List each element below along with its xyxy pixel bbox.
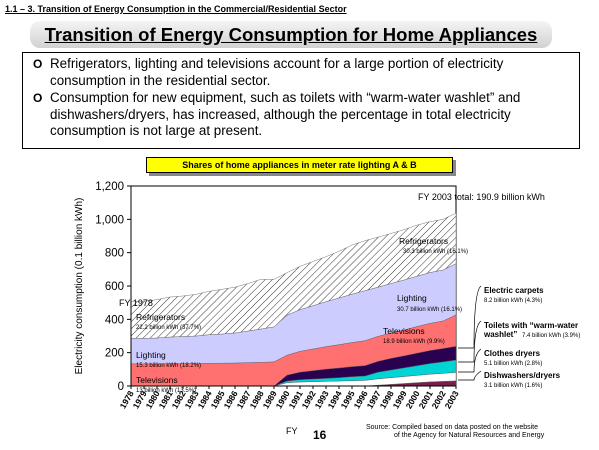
data-label: 30.7 billion kWh (16.1%) [397,307,462,313]
right-data-label: 5.1 billion kWh (2.8%) [484,361,542,367]
y-tick-label: 1,200 [95,181,124,193]
area-series-refrigerators [130,212,457,339]
total-annotation: FY 2003 total: 190.9 billion kWh [418,192,545,202]
y-tick-label: 1,000 [95,214,124,226]
right-series-label: washlet” [483,330,517,339]
bracket-line [458,370,482,381]
bracket-line [458,285,482,349]
data-label: 15.3 billion kWh (18.2%) [136,363,201,369]
data-label: 18.9 billion kWh (9.9%) [383,339,445,345]
right-series-label: Dishwashers/dryers [484,371,561,380]
series-label: Televisions [136,375,178,385]
right-series-label: Toilets with “warm-water [484,321,578,330]
section-label: 1.1 – 3. Transition of Energy Consumptio… [5,4,347,14]
bullet-text: Consumption for new equipment, such as t… [50,90,521,138]
y-tick-label: 200 [105,348,124,360]
x-tick-label: 2003 [443,389,461,411]
chart-title: Shares of home appliances in meter rate … [146,157,453,173]
start-annotation: FY 1978 [119,298,153,308]
x-axis-title: FY [286,426,298,436]
source-note: Source: Compiled based on data posted on… [366,424,544,440]
right-data-label: 7.4 billion kWh (3.9%) [522,333,580,339]
source-line: of the Agency for Natural Resources and … [394,432,545,439]
axes-group: 0 200 400 600 800 1,000 1,200 Electricity consu… [74,181,461,410]
bracket-line [458,320,482,363]
bullet-text: Refrigerators, lighting and televisions … [50,56,504,88]
bullet-circle-icon: O [33,91,43,105]
summary-box: O Refrigerators, lighting and television… [22,52,580,149]
data-label: 13 billion kWh (13.5%) [136,388,196,394]
page-number: 16 [313,428,327,442]
series-label: Lighting [136,350,166,360]
data-label: 30.3 billion kWh (16.1%) [403,249,468,255]
y-tick-label: 600 [105,281,124,293]
right-series-label: Clothes dryers [484,349,541,358]
y-axis-title: Electricity consumption (0.1 billion kWh… [74,198,85,375]
series-label: Lighting [397,293,427,303]
bullet-item: O Consumption for new equipment, such as… [33,90,573,140]
page-title: Transition of Energy Consumption for Hom… [44,23,538,45]
series-label: Televisions [383,326,425,336]
right-series-label: Electric carpets [484,286,544,295]
source-line: Source: Compiled based on data posted on… [366,424,539,431]
y-tick-label: 800 [105,248,124,260]
data-label: 22.2 billion kWh (37.7%) [136,325,201,331]
right-data-label: 8.2 billion kWh (4.3%) [484,298,542,304]
bullet-circle-icon: O [33,57,43,71]
page-title-banner: Transition of Energy Consumption for Hom… [30,21,552,48]
series-label: Refrigerators [136,312,185,322]
right-data-label: 3.1 billion kWh (1.6%) [484,383,542,389]
bullet-item: O Refrigerators, lighting and television… [33,56,573,89]
bracket-line [458,348,482,373]
y-tick-label: 0 [118,381,124,393]
series-label: Refrigerators [399,236,448,246]
y-tick-label: 400 [105,314,124,326]
